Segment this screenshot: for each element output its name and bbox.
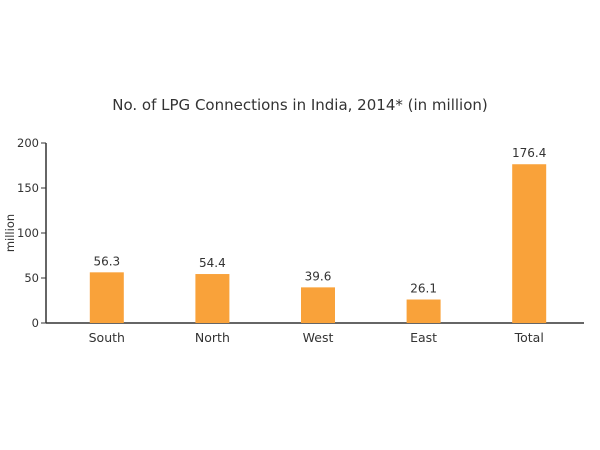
data-label: 56.3 [93, 254, 120, 268]
y-tick-label: 100 [17, 226, 39, 240]
data-label: 176.4 [512, 146, 546, 160]
chart-labels: 56.3 South 54.4 North 39.6 West 26.1 East 176.4 T… [89, 146, 547, 345]
data-label: 54.4 [199, 256, 226, 270]
y-axis-title: million [3, 214, 17, 252]
bar-east [406, 299, 441, 323]
y-tick-label: 200 [17, 136, 39, 150]
x-category-label: North [195, 330, 230, 345]
x-category-label: West [303, 330, 334, 345]
data-label: 26.1 [410, 282, 437, 296]
x-category-label: South [89, 330, 125, 345]
bar-total [512, 164, 547, 323]
bar-series [89, 164, 547, 323]
y-tick-label: 50 [24, 271, 39, 285]
bar-south [89, 272, 124, 323]
y-tick-label: 150 [17, 181, 39, 195]
y-tick-label: 0 [32, 316, 39, 330]
x-category-label: East [410, 330, 437, 345]
bar-west [301, 287, 335, 323]
data-label: 39.6 [305, 269, 332, 283]
x-category-label: Total [514, 330, 544, 345]
chart-title: No. of LPG Connections in India, 2014* (… [112, 96, 488, 114]
bar-north [195, 274, 230, 323]
